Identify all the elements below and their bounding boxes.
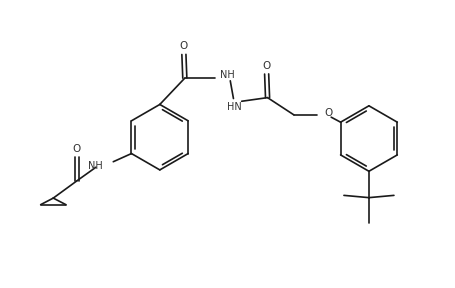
Text: O: O xyxy=(323,108,331,118)
Text: NH: NH xyxy=(219,70,234,80)
Text: O: O xyxy=(73,144,81,154)
Text: O: O xyxy=(262,61,270,71)
Text: NH: NH xyxy=(87,161,102,171)
Text: HN: HN xyxy=(227,102,241,112)
Text: O: O xyxy=(179,41,187,51)
